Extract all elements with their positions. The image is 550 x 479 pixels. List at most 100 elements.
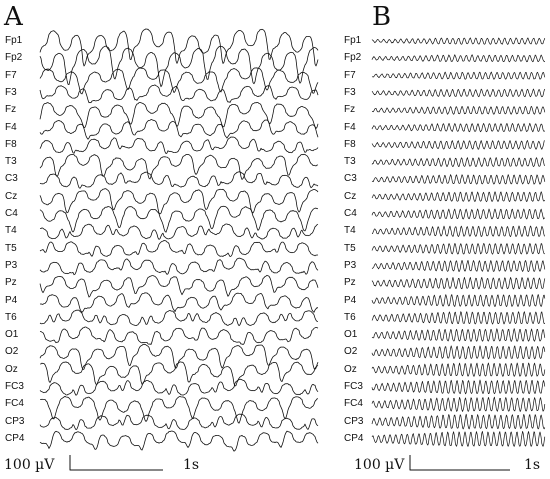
panel-b-channel-label-f3: F3 (344, 86, 356, 98)
panel-b-channel-label-fp1: Fp1 (344, 35, 362, 46)
panel-a-trace-pz (39, 274, 319, 298)
panel-a-trace-t4 (39, 223, 319, 240)
panel-b-trace-p4 (371, 294, 546, 307)
panel-b-trace-oz (371, 362, 546, 377)
panel-a-trace-p4 (39, 292, 319, 313)
panel-b-trace-o1 (371, 328, 546, 342)
panel-a-channel-label-t4: T4 (5, 225, 17, 237)
panel-b-trace-cz (371, 191, 546, 203)
panel-a-amplitude-label: 100 µV (4, 457, 55, 473)
panel-b-trace-t5 (371, 243, 545, 255)
panel-a-channel-label-t5: T5 (5, 242, 17, 254)
panel-a-trace-cz (39, 188, 319, 215)
panel-a-channel-label-t3: T3 (5, 156, 17, 168)
panel-a-trace-cp3 (39, 413, 319, 431)
panel-b-channel-label-pz: Pz (344, 277, 356, 289)
panel-b-channel-label-o2: O2 (344, 346, 358, 358)
panel-a-trace-f8 (39, 136, 319, 154)
panel-a-channel-label-cp4: CP4 (5, 432, 25, 444)
panel-a-trace-fp2 (39, 45, 319, 88)
panel-a-trace-f3 (39, 84, 319, 104)
panel-a-trace-t3 (39, 153, 319, 180)
panel-a-channel-label-cz: Cz (5, 190, 18, 202)
panel-b-trace-p3 (371, 259, 546, 272)
panel-b-channel-label-fz: Fz (344, 104, 356, 116)
panel-b-channel-label-f4: F4 (344, 121, 356, 133)
panel-a-channel-label-c3: C3 (5, 173, 18, 185)
panel-b-trace-fc4 (371, 396, 546, 412)
panel-a-trace-fc3 (39, 378, 319, 396)
panel-b-channel-label-t3: T3 (344, 156, 356, 168)
panel-b-trace-c4 (371, 208, 546, 220)
panel-a-trace-fc4 (39, 396, 319, 424)
panel-a-channel-label-p4: P4 (5, 294, 18, 306)
panel-a-trace-o1 (39, 326, 319, 345)
panel-a-channel-label-fz: Fz (5, 104, 17, 116)
panel-a-letter: A (4, 2, 23, 32)
panel-b-channel-label-p4: P4 (344, 294, 357, 306)
panel-a-trace-p3 (39, 257, 319, 276)
panel-b-channel-label-fp2: Fp2 (344, 52, 362, 64)
panel-b-trace-fc3 (371, 379, 546, 395)
panel-b-trace-t4 (371, 225, 546, 237)
panel-b-scale-bar (409, 455, 510, 471)
panel-b-channel-label-c4: C4 (344, 208, 357, 219)
panel-a-scale-bar (69, 455, 163, 471)
panel-b-channel-label-cp4: CP4 (344, 432, 364, 444)
panel-a-channel-label-fp1: Fp1 (5, 35, 23, 46)
panel-b-channel-label-f8: F8 (344, 138, 356, 150)
panel-b-trace-f3 (371, 88, 546, 98)
panel-a-trace-t6 (39, 309, 318, 327)
panel-a-channel-label-f3: F3 (5, 86, 17, 98)
panel-b-channel-label-f7: F7 (344, 69, 356, 81)
panel-b-trace-c3 (371, 174, 546, 185)
panel-b-trace-pz (371, 276, 546, 290)
panel-b-channel-label-cp3: CP3 (344, 415, 364, 427)
panel-b-trace-fp1 (371, 37, 546, 45)
panel-a-channel-label-p3: P3 (5, 259, 18, 271)
panel-a-channel-label-fc4: FC4 (5, 398, 24, 410)
panel-b-channel-label-o1: O1 (344, 329, 358, 341)
panel-a-channel-label-o1: O1 (5, 329, 19, 341)
panel-a-channel-label-c4: C4 (5, 208, 18, 219)
panel-b-trace-cp3 (371, 413, 546, 430)
panel-b-letter: B (372, 2, 392, 32)
panel-b-trace-f7 (371, 71, 546, 80)
panel-a-channel-label-fp2: Fp2 (5, 52, 23, 64)
panel-b-channel-label-oz: Oz (344, 363, 357, 375)
panel-b-channel-label-p3: P3 (344, 259, 357, 271)
panel-b-channel-label-t6: T6 (344, 311, 356, 323)
panel-b-channel-label-fc4: FC4 (344, 398, 363, 410)
panel-b-trace-t3 (371, 157, 546, 168)
panel-a-trace-c4 (39, 205, 319, 233)
panel-a-channel-label-o2: O2 (5, 346, 19, 358)
panel-a-trace-cp4 (39, 430, 319, 452)
panel-b-trace-cp4 (371, 431, 546, 447)
panel-b-channel-label-cz: Cz (344, 190, 357, 202)
panel-a-trace-fz (39, 102, 319, 129)
panel-a-trace-f7 (39, 67, 319, 95)
panel-a-channel-label-f4: F4 (5, 121, 17, 133)
panel-a-channel-label-f7: F7 (5, 69, 17, 81)
panel-b-trace-fz (371, 105, 546, 115)
panel-a-trace-fp1 (39, 28, 319, 67)
panel-b-channel-label-t4: T4 (344, 225, 356, 237)
panel-a-trace-c3 (39, 171, 319, 189)
panel-b-trace-t6 (371, 311, 546, 325)
panel-b-channel-label-t5: T5 (344, 242, 356, 254)
panel-a-channel-label-f8: F8 (5, 138, 17, 150)
panel-b-amplitude-label: 100 µV (354, 457, 405, 473)
panel-a-trace-o2 (39, 344, 319, 370)
panel-a-trace-t5 (39, 240, 319, 257)
panel-a-trace-oz (39, 361, 319, 387)
panel-a-channel-label-oz: Oz (5, 363, 18, 375)
panel-b-trace-f4 (371, 122, 546, 133)
panel-a-trace-f4 (39, 119, 319, 140)
panel-a-channel-label-pz: Pz (5, 277, 17, 289)
panel-b-channel-label-c3: C3 (344, 173, 357, 185)
panel-a-time-label: 1s (183, 457, 200, 473)
panel-b-trace-f8 (371, 140, 545, 150)
panel-b-trace-fp2 (371, 54, 546, 63)
